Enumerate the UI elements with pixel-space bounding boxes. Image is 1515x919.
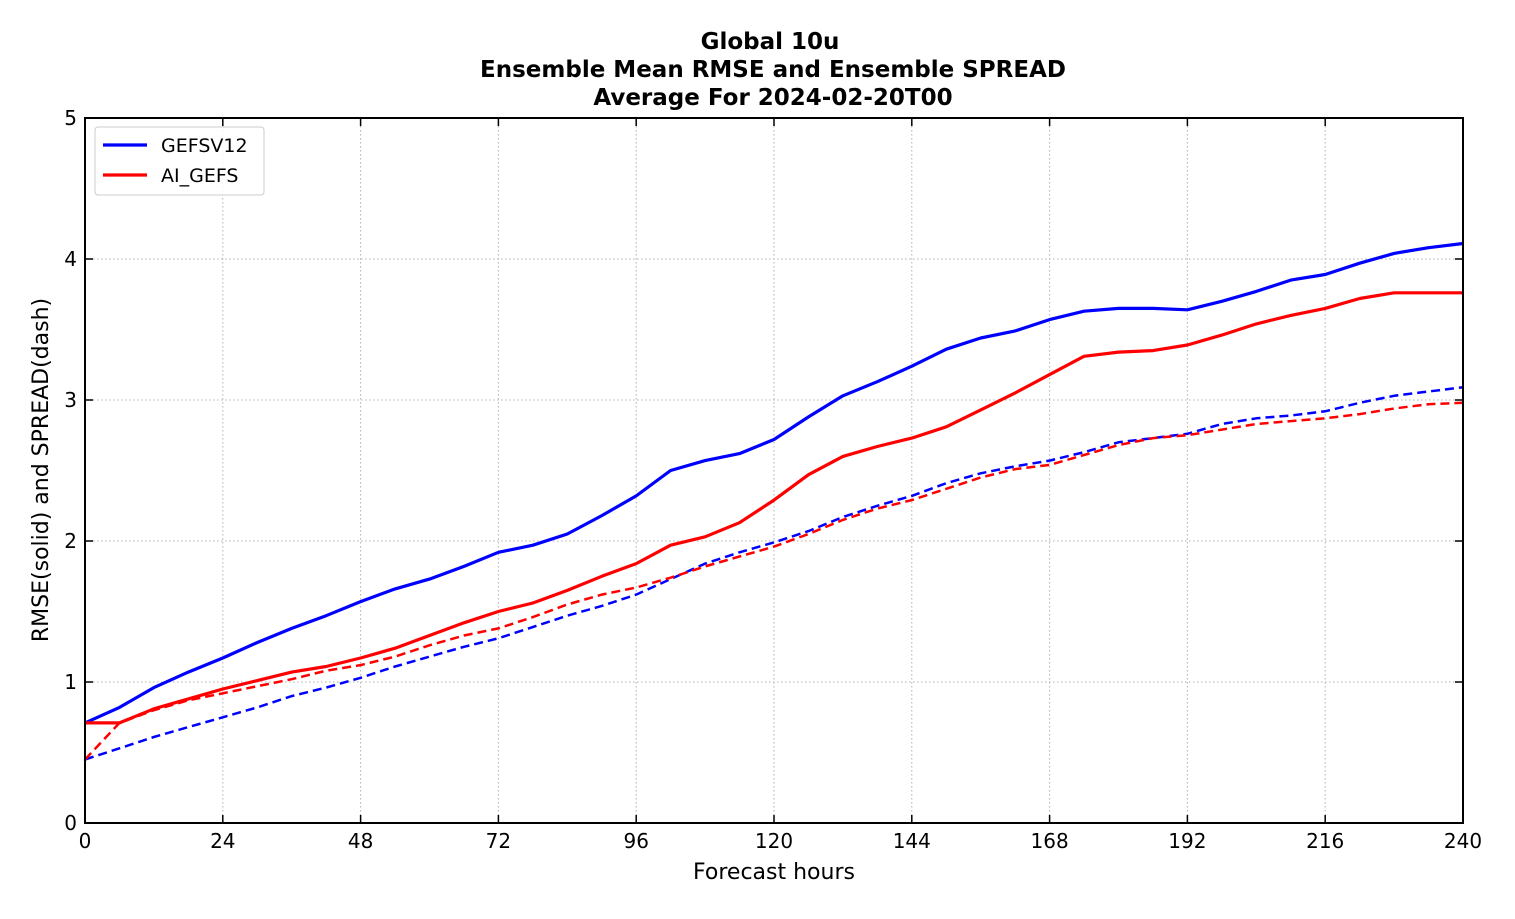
x-tick-label: 72 — [486, 829, 511, 853]
series-ai-gefs-rmse-line — [85, 291, 1463, 725]
y-axis-label: RMSE(solid) and SPREAD(dash) — [29, 298, 54, 642]
x-tick-label: 168 — [1031, 829, 1069, 853]
series-gefsv12-rmse-line — [84, 241, 1464, 725]
x-axis-label: Forecast hours — [693, 860, 855, 885]
x-tick-label: 24 — [210, 829, 235, 853]
y-tick-label: 3 — [64, 388, 77, 412]
x-tick-label: 240 — [1444, 829, 1482, 853]
legend: GEFSV12 AI_GEFS — [94, 126, 265, 196]
y-tick-label: 4 — [64, 247, 77, 271]
x-tick-label: 120 — [755, 829, 793, 853]
y-tick-label: 0 — [64, 811, 77, 835]
chart-title-line-1: Global 10u — [701, 29, 840, 55]
y-tick-label: 5 — [64, 106, 77, 130]
axis-ticks: 0 24 48 72 96 120 144 168 192 216 240 0 1 2 3 4 5 — [64, 106, 1482, 853]
x-tick-label: 192 — [1168, 829, 1206, 853]
x-tick-label: 0 — [79, 829, 92, 853]
grid — [85, 118, 1463, 823]
series-ai-gefs-spread-line — [84, 401, 1464, 761]
legend-label-ai-gefs: AI_GEFS — [161, 165, 238, 187]
chart-title-line-2: Ensemble Mean RMSE and Ensemble SPREAD — [480, 57, 1066, 83]
x-tick-label: 96 — [623, 829, 648, 853]
y-tick-label: 2 — [64, 529, 77, 553]
legend-label-gefsv12: GEFSV12 — [161, 135, 248, 157]
y-tick-label: 1 — [64, 670, 77, 694]
series-gefsv12-spread-line — [84, 386, 1464, 761]
x-tick-label: 216 — [1306, 829, 1344, 853]
series-lines — [84, 241, 1464, 761]
chart-title-line-3: Average For 2024-02-20T00 — [593, 85, 952, 111]
x-tick-label: 144 — [893, 829, 931, 853]
x-tick-label: 48 — [348, 829, 373, 853]
